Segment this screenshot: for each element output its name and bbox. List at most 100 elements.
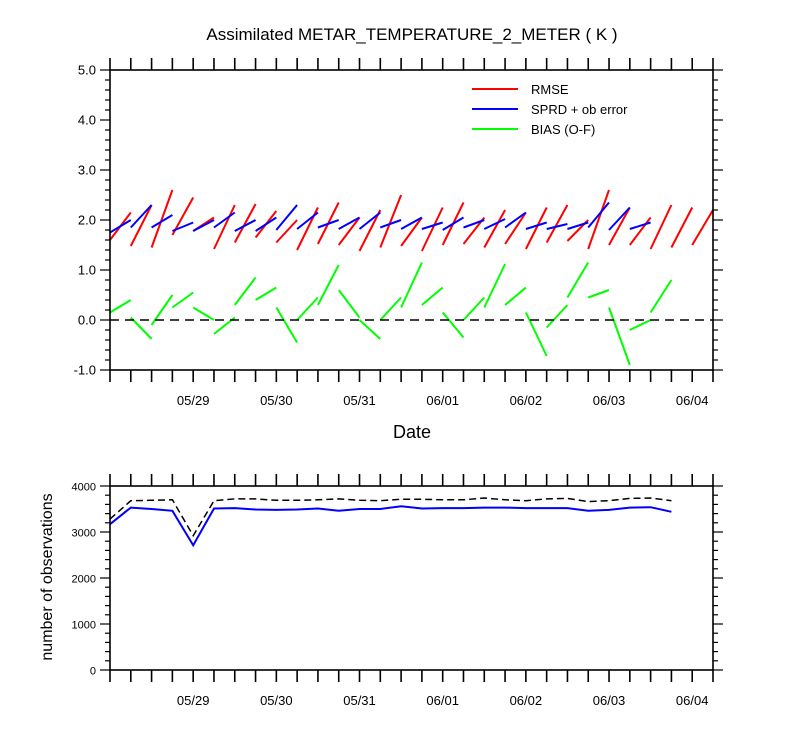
bottom-series-layer: [109, 497, 672, 548]
series-line-segment: [171, 291, 194, 309]
x-tick-label: 06/02: [510, 393, 543, 408]
series-rmse: [109, 189, 714, 252]
series-line-segment: [192, 219, 215, 232]
series-line-segment: [338, 216, 360, 230]
series-line-segment: [608, 307, 631, 366]
series-line-segment: [255, 216, 277, 232]
legend: RMSE SPRD + ob error BIAS (O-F): [472, 82, 628, 137]
y-tick-label: -1.0: [74, 363, 96, 378]
series-line-segment: [524, 312, 548, 357]
y-tick-label: 1000: [72, 620, 96, 632]
series-line-segment: [400, 262, 423, 308]
series-line-segment: [379, 194, 403, 248]
x-tick-label: 06/04: [676, 693, 709, 708]
series-line-segment: [192, 306, 215, 321]
x-tick-label: 06/03: [593, 693, 626, 708]
axis-ticks: [100, 58, 723, 382]
series-line-segment: [545, 204, 569, 243]
y-tick-label: 2.0: [78, 213, 96, 228]
axis-ticks: [100, 474, 723, 682]
observations-possible-line: [109, 497, 672, 538]
series-line-segment: [317, 264, 340, 306]
series-line-segment: [421, 286, 444, 306]
series-line-segment: [109, 219, 132, 234]
series-line-segment: [629, 221, 651, 230]
series-line-segment: [358, 211, 381, 230]
y-tick-label: 4.0: [78, 113, 96, 128]
series-line-segment: [213, 211, 236, 229]
series-line-segment: [483, 209, 506, 248]
series-line-segment: [234, 219, 257, 232]
x-tick-label: 06/01: [426, 693, 459, 708]
observation-count-panel: 4000 3000 2000 1000 0 05/29 05/30 05/31 06/01 06…: [39, 474, 723, 708]
series-line-segment: [151, 214, 173, 229]
series-line-segment: [463, 219, 485, 229]
series-line-segment: [337, 289, 361, 319]
y-tick-labels: 5.0 4.0 3.0 2.0 1.0 0.0 -1.0: [74, 63, 96, 378]
series-line-segment: [358, 319, 381, 340]
series-line-segment: [504, 286, 527, 306]
series-line-segment: [150, 189, 174, 248]
legend-label: BIAS (O-F): [531, 122, 595, 137]
series-line-segment: [213, 204, 236, 250]
series-line-segment: [317, 219, 340, 229]
series-line-segment: [275, 306, 298, 344]
observations-assimilated-line: [109, 505, 672, 548]
series-line-segment: [546, 223, 568, 230]
x-axis-label: Date: [393, 422, 431, 442]
series-line-segment: [504, 211, 527, 245]
series-line-segment: [255, 286, 277, 301]
x-tick-label: 05/31: [343, 693, 376, 708]
series-line-segment: [130, 204, 153, 229]
series-line-segment: [129, 204, 153, 247]
series-line-segment: [483, 218, 506, 230]
y-tick-label: 3.0: [78, 163, 96, 178]
plot-frame: [109, 485, 714, 671]
series-line-segment: [649, 279, 673, 314]
series-line-segment: [629, 216, 652, 246]
x-tick-label: 06/02: [510, 693, 543, 708]
y-tick-labels: 4000 3000 2000 1000 0: [72, 482, 96, 678]
series-line-segment: [587, 289, 610, 299]
y-tick-label: 2000: [72, 574, 96, 586]
x-tick-label: 06/04: [676, 393, 709, 408]
series-line-segment: [483, 263, 507, 308]
series-line-segment: [525, 207, 548, 250]
series-line-segment: [462, 296, 486, 321]
x-tick-labels: 05/29 05/30 05/31 06/01 06/02 06/03 06/04: [177, 393, 709, 408]
series-line-segment: [358, 209, 382, 252]
series-line-segment: [545, 304, 569, 329]
x-tick-label: 05/30: [260, 393, 293, 408]
series-line-segment: [567, 221, 589, 230]
x-tick-label: 06/01: [426, 393, 459, 408]
series-sprd-ob-error: [109, 201, 651, 234]
series-line-segment: [400, 216, 423, 230]
series-line-segment: [587, 201, 610, 229]
y-tick-label: 0: [90, 666, 96, 678]
series-line-segment: [608, 207, 631, 246]
series-line-segment: [629, 319, 652, 331]
top-series-layer: [109, 189, 714, 366]
series-line-segment: [442, 216, 465, 231]
series-line-segment: [608, 206, 631, 231]
series-line-segment: [504, 211, 527, 229]
y-axis-label: number of observations: [39, 493, 56, 660]
legend-label: RMSE: [531, 82, 569, 97]
series-line-segment: [379, 219, 402, 229]
series-line-segment: [587, 189, 610, 250]
series-line-segment: [670, 207, 694, 248]
series-line-segment: [400, 216, 423, 247]
series-line-segment: [421, 221, 443, 230]
series-line-segment: [337, 216, 361, 246]
series-line-segment: [649, 204, 673, 250]
series-line-segment: [275, 219, 298, 244]
series-line-segment: [379, 296, 402, 321]
x-tick-label: 05/29: [177, 693, 210, 708]
y-tick-label: 5.0: [78, 63, 96, 78]
rmse-bias-panel: Assimilated METAR_TEMPERATURE_2_METER ( …: [74, 25, 723, 442]
series-line-segment: [691, 209, 714, 246]
chart-title: Assimilated METAR_TEMPERATURE_2_METER ( …: [206, 25, 617, 44]
y-tick-label: 3000: [72, 528, 96, 540]
series-line-segment: [275, 204, 298, 231]
